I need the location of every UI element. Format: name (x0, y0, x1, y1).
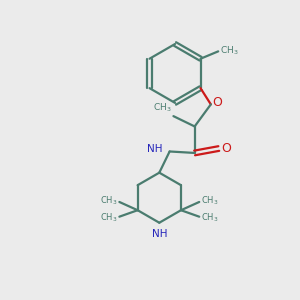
Text: CH$_3$: CH$_3$ (201, 194, 218, 207)
Text: O: O (221, 142, 231, 155)
Text: CH$_3$: CH$_3$ (100, 194, 118, 207)
Text: CH$_3$: CH$_3$ (153, 102, 171, 114)
Text: CH$_3$: CH$_3$ (100, 212, 118, 224)
Text: O: O (213, 96, 223, 110)
Text: NH: NH (152, 229, 167, 239)
Text: CH$_3$: CH$_3$ (201, 212, 218, 224)
Text: NH: NH (147, 144, 162, 154)
Text: CH$_3$: CH$_3$ (220, 44, 239, 57)
